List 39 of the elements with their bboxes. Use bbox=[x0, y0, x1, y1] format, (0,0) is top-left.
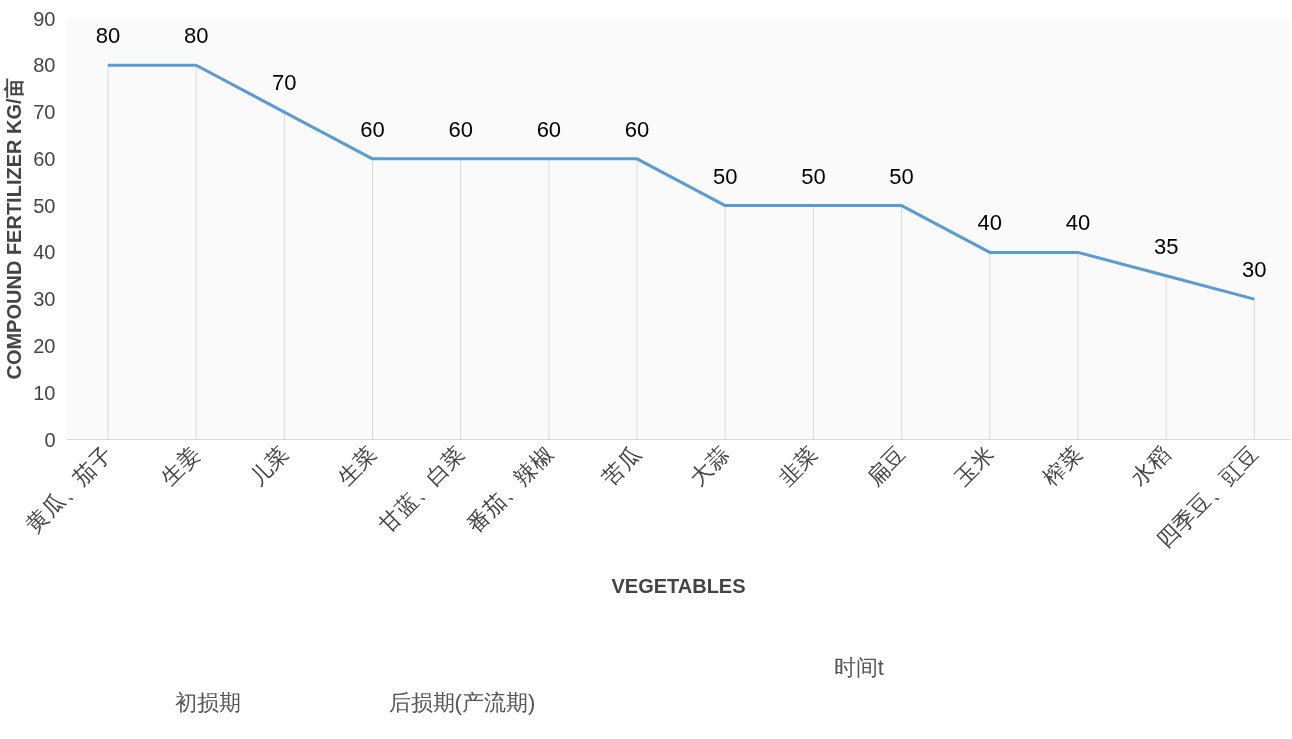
x-axis-title: VEGETABLES bbox=[611, 574, 746, 597]
y-tick-label: 90 bbox=[33, 7, 56, 30]
y-tick-label: 10 bbox=[33, 381, 56, 404]
data-label: 70 bbox=[272, 70, 297, 96]
data-label: 50 bbox=[801, 163, 826, 189]
data-label: 50 bbox=[889, 163, 914, 189]
data-label: 60 bbox=[624, 116, 650, 142]
y-tick-label: 80 bbox=[33, 54, 56, 77]
y-tick-label: 20 bbox=[33, 334, 56, 357]
data-label: 40 bbox=[977, 210, 1003, 236]
y-axis-title: COMPOUND FERTILIZER KG/亩 bbox=[3, 78, 26, 380]
data-label: 50 bbox=[713, 163, 738, 189]
text: 初损期 bbox=[175, 689, 242, 715]
text: 时间t bbox=[833, 654, 884, 680]
data-label: 60 bbox=[536, 116, 562, 142]
data-label: 40 bbox=[1065, 210, 1091, 236]
y-tick-label: 30 bbox=[33, 288, 56, 311]
data-label: 35 bbox=[1153, 233, 1179, 259]
x-tick-label: 苦瓜 bbox=[597, 441, 646, 491]
y-tick-label: 70 bbox=[33, 101, 56, 124]
y-tick-label: 0 bbox=[44, 428, 56, 451]
x-tick-label: 大蒜 bbox=[685, 441, 735, 491]
data-label: 80 bbox=[183, 23, 209, 49]
x-tick-label: 榨菜 bbox=[1038, 441, 1087, 491]
data-label: 30 bbox=[1242, 257, 1267, 283]
x-tick-label: 扁豆 bbox=[861, 441, 911, 491]
x-tick-label: 儿菜 bbox=[244, 441, 294, 491]
x-tick-label: 生菜 bbox=[332, 441, 382, 491]
x-tick-label: 玉米 bbox=[949, 441, 999, 491]
data-label: 60 bbox=[448, 116, 473, 142]
x-tick-label: 水稻 bbox=[1126, 441, 1175, 491]
y-tick-label: 60 bbox=[33, 147, 56, 170]
data-label: 80 bbox=[95, 23, 121, 49]
text: 后损期(产流期) bbox=[388, 689, 536, 715]
x-tick-label: 生姜 bbox=[156, 441, 205, 491]
y-tick-label: 40 bbox=[33, 241, 56, 264]
x-tick-label: 韭菜 bbox=[773, 441, 823, 491]
y-tick-label: 50 bbox=[33, 194, 56, 217]
data-label: 60 bbox=[360, 116, 385, 142]
